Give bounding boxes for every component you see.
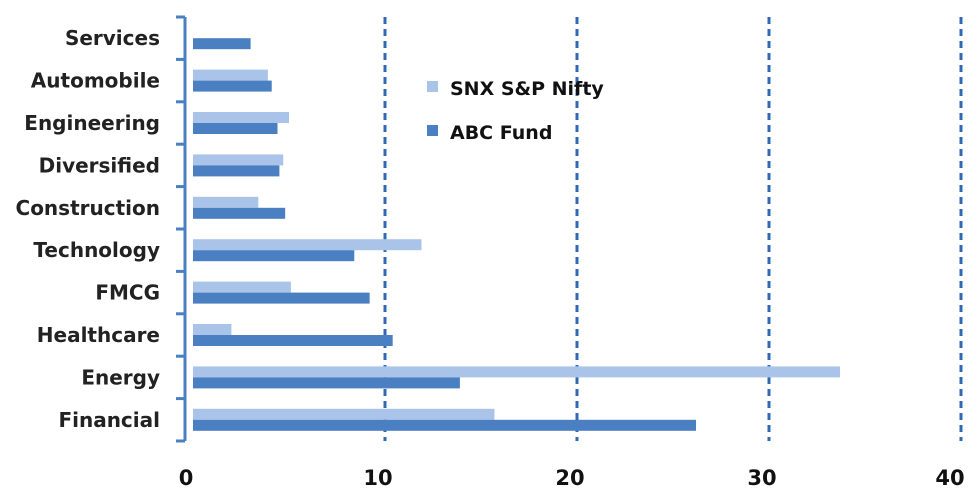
category-label-services: Services (65, 26, 160, 50)
category-label-construction: Construction (16, 196, 160, 220)
category-label-energy: Energy (81, 365, 160, 389)
category-label-fmcg: FMCG (95, 281, 160, 305)
x-tick-label-30: 30 (747, 466, 776, 488)
category-labels: Services Automobile Engineering Diversified… (16, 26, 160, 432)
bar-snx-s-p-nifty-engineering (193, 112, 289, 123)
bar-snx-s-p-nifty-energy (193, 366, 841, 378)
legend: SNX S&P Nifty ABC Fund (427, 78, 604, 144)
x-tick-label-40: 40 (935, 466, 964, 488)
bar-snx-s-p-nifty-construction (193, 196, 259, 208)
axes (176, 15, 187, 443)
bar-abc-fund-technology (193, 250, 355, 262)
legend-label-snx-sp-nifty: SNX S&P Nifty (450, 78, 604, 100)
bar-abc-fund-engineering (193, 123, 278, 134)
category-label-healthcare: Healthcare (37, 323, 160, 347)
bar-abc-fund-fmcg (193, 292, 370, 304)
legend-swatch-abc-fund (427, 125, 438, 136)
category-label-diversified: Diversified (39, 153, 160, 177)
bar-abc-fund-financial (193, 419, 697, 431)
x-tick-label-20: 20 (555, 466, 584, 488)
legend-swatch-snx-sp-nifty (427, 81, 438, 92)
category-label-engineering: Engineering (24, 111, 160, 135)
category-label-automobile: Automobile (31, 69, 160, 93)
bar-abc-fund-services (193, 38, 251, 50)
bar-abc-fund-diversified (193, 165, 280, 177)
legend-label-abc-fund: ABC Fund (450, 122, 552, 144)
category-label-financial: Financial (58, 408, 160, 432)
bar-snx-s-p-nifty-financial (193, 408, 495, 420)
bar-snx-s-p-nifty-technology (193, 239, 422, 251)
bar-abc-fund-healthcare (193, 335, 393, 346)
x-tick-label-0: 0 (179, 466, 194, 488)
bar-snx-s-p-nifty-healthcare (193, 324, 232, 335)
bar-snx-s-p-nifty-diversified (193, 154, 284, 166)
bar-abc-fund-construction (193, 207, 286, 219)
bar-snx-s-p-nifty-fmcg (193, 281, 291, 293)
x-tick-label-10: 10 (363, 466, 392, 488)
bar-abc-fund-energy (193, 377, 460, 389)
bar-abc-fund-automobile (193, 80, 272, 92)
bars (193, 38, 841, 431)
x-tick-labels: 0 10 20 30 40 (179, 466, 965, 488)
bar-snx-s-p-nifty-automobile (193, 69, 268, 81)
category-label-technology: Technology (33, 238, 160, 262)
